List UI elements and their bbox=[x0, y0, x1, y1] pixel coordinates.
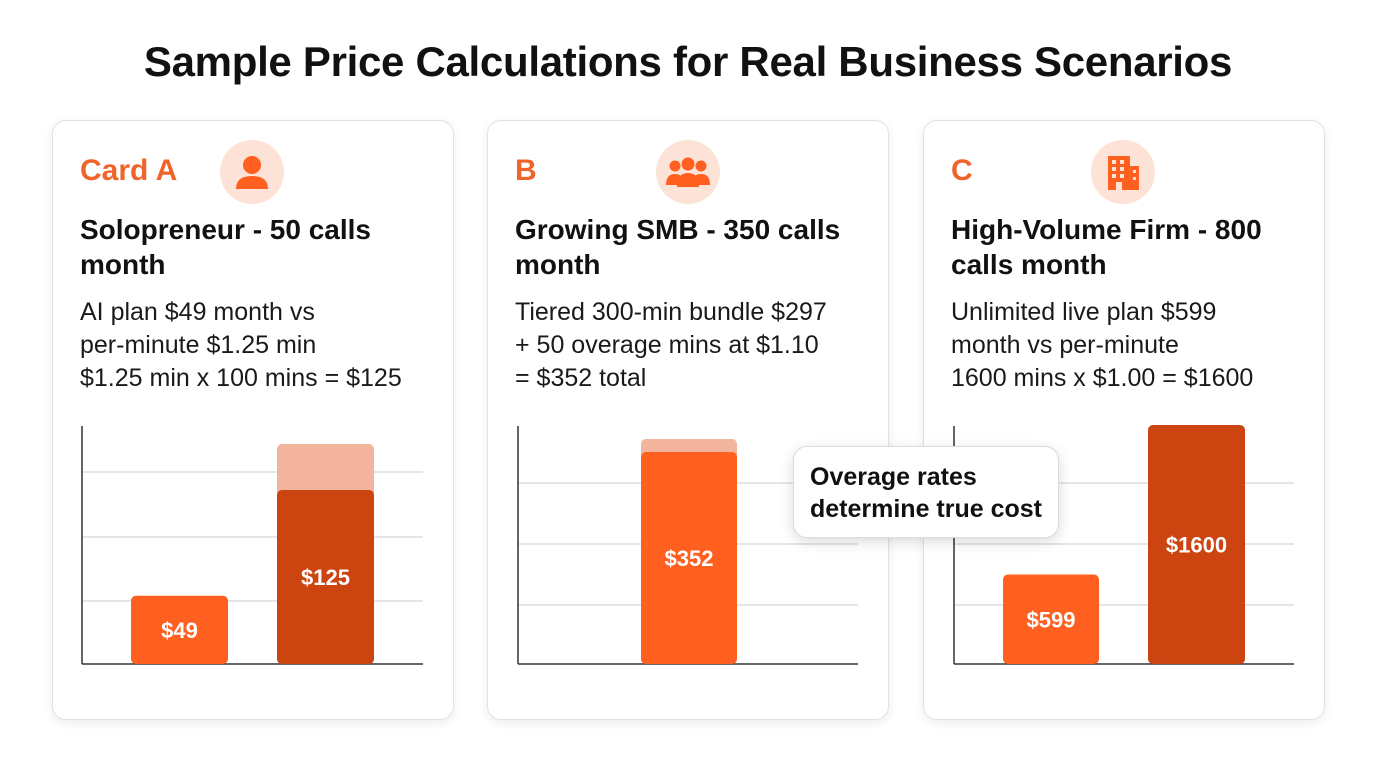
card-c-desc-line-2: month vs per-minute bbox=[951, 331, 1179, 359]
card-b-title: Growing SMB - 350 calls month bbox=[515, 212, 885, 282]
card-a-desc-line-2: per-minute $1.25 min bbox=[80, 331, 317, 359]
bar bbox=[277, 490, 374, 664]
person-icon bbox=[220, 140, 284, 204]
card-c-title: High-Volume Firm - 800 calls month bbox=[951, 212, 1321, 282]
card-a-desc-line-3: $1.25 min x 100 mins = $125 bbox=[80, 364, 402, 392]
card-c-title-line-2: calls month bbox=[951, 249, 1107, 280]
bar bbox=[131, 595, 228, 664]
group-icon bbox=[656, 140, 720, 204]
scenario-card-a bbox=[52, 120, 454, 720]
card-a-desc-line-1: AI plan $49 month vs bbox=[80, 298, 315, 326]
card-c-desc-line-1: Unlimited live plan $599 bbox=[951, 298, 1217, 326]
bar-value-label: $125 bbox=[301, 565, 350, 590]
card-c-desc-line-3: 1600 mins x $1.00 = $1600 bbox=[951, 364, 1254, 392]
card-b-title-line-2: month bbox=[515, 249, 601, 280]
card-a-description: AI plan $49 month vs per-minute $1.25 mi… bbox=[80, 296, 450, 395]
card-a-title-line-2: month bbox=[80, 249, 166, 280]
callout-line-2: determine true cost bbox=[810, 495, 1043, 523]
card-a-title-line-1: Solopreneur - 50 calls bbox=[80, 214, 371, 245]
card-a-title: Solopreneur - 50 calls month bbox=[80, 212, 450, 282]
card-b-desc-line-1: Tiered 300-min bundle $297 bbox=[515, 298, 827, 326]
bar bbox=[1003, 574, 1099, 664]
card-c-title-line-1: High-Volume Firm - 800 bbox=[951, 214, 1262, 245]
page-title: Sample Price Calculations for Real Busin… bbox=[143, 38, 1233, 85]
card-c-label: C bbox=[951, 154, 973, 187]
callout-line-1: Overage rates bbox=[810, 463, 977, 491]
bar-value-label: $352 bbox=[665, 546, 714, 571]
scenario-card-c bbox=[923, 120, 1325, 720]
building-icon bbox=[1091, 140, 1155, 204]
bar bbox=[641, 452, 737, 664]
card-b-desc-line-2: + 50 overage mins at $1.10 bbox=[515, 331, 819, 359]
card-b-desc-line-3: = $352 total bbox=[515, 364, 647, 392]
bar-value-label: $1600 bbox=[1166, 533, 1227, 558]
bar-value-label: $49 bbox=[161, 618, 198, 643]
bar-value-label: $599 bbox=[1027, 607, 1076, 632]
card-b-title-line-1: Growing SMB - 350 calls bbox=[515, 214, 841, 245]
overage-callout: Overage rates determine true cost bbox=[793, 446, 1059, 538]
card-b-description: Tiered 300-min bundle $297 + 50 overage … bbox=[515, 296, 885, 395]
card-a-label: Card A bbox=[80, 154, 178, 187]
card-c-description: Unlimited live plan $599 month vs per-mi… bbox=[951, 296, 1321, 395]
bar bbox=[1148, 425, 1245, 664]
card-b-label: B bbox=[515, 154, 537, 187]
